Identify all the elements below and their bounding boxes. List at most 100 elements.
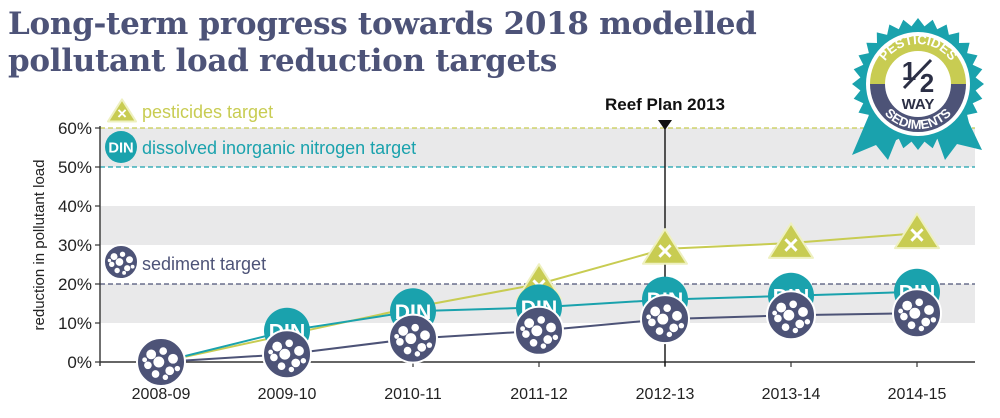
sediment-grain	[930, 317, 937, 323]
x-tick-label: 2012-13	[636, 386, 695, 403]
background-bands	[100, 128, 975, 323]
sediment-grain	[124, 265, 131, 272]
y-tick-label: 40%	[58, 197, 92, 216]
sediment-grain	[657, 313, 669, 325]
annotation-label: Reef Plan 2013	[605, 95, 725, 114]
pesticides-marker	[642, 228, 688, 265]
x-tick-label: 2010-11	[384, 386, 442, 403]
legend-label-sediment: sediment target	[142, 254, 266, 274]
sediment-grain	[781, 323, 790, 332]
sediment-grain	[403, 346, 412, 355]
sediment-grain	[417, 342, 427, 352]
pesticides-marker-label: ×	[783, 230, 798, 260]
din-marker	[105, 131, 137, 163]
x-tick-label: 2009-10	[258, 386, 317, 403]
sediment-grain	[915, 298, 923, 307]
sediment-grain	[522, 330, 530, 338]
sediment-grain	[394, 334, 400, 339]
pesticides-marker-label: ×	[909, 220, 924, 250]
sediment-grain	[774, 314, 782, 323]
sediment-grain	[151, 370, 160, 378]
sediment-grain	[110, 253, 118, 261]
sediment-grain	[531, 325, 543, 337]
sediment-grain	[420, 330, 430, 341]
sediment-grain	[168, 353, 178, 364]
legend-label-din: dissolved inorganic nitrogen target	[142, 138, 416, 158]
sediment-grain	[543, 335, 553, 344]
annotation-arrow	[658, 120, 672, 130]
sediment-grain	[907, 321, 916, 330]
band	[100, 128, 975, 167]
sediment-grain	[288, 366, 295, 373]
axes: 0% 10% 20% 30% 40% 50% 60% reduction in polluta…	[31, 119, 975, 403]
sediment-grain	[776, 302, 787, 313]
sediment-grain	[294, 346, 304, 356]
sediment-grain	[792, 327, 799, 334]
pesticides-marker-label: ×	[657, 236, 672, 266]
sediment-grain	[109, 261, 115, 268]
sediment-grain	[918, 325, 925, 332]
pesticides-marker-label: ×	[117, 104, 127, 123]
sediment-grain	[537, 316, 545, 324]
sediment-grain	[144, 361, 152, 370]
x-tick-label: 2011-12	[510, 386, 568, 403]
sediment-grain	[174, 365, 181, 372]
band	[100, 206, 975, 245]
sediment-grain	[666, 331, 673, 338]
y-tick-label: 0%	[67, 353, 92, 372]
sediment-grain	[411, 323, 419, 332]
legend: × pesticides target DIN dissolved inorganic…	[103, 98, 416, 280]
sediment-grain	[678, 322, 685, 329]
sediment-grain	[272, 341, 283, 352]
sediment-grain	[165, 366, 175, 376]
x-tick-label: 2014-15	[888, 386, 947, 403]
sediment-grain	[115, 258, 124, 266]
sediment-grain	[414, 351, 421, 357]
sediment-grain	[898, 308, 904, 314]
sediment-grain	[524, 318, 535, 329]
y-tick-label: 20%	[58, 275, 92, 294]
chart-title-line-1: Long-term progress towards 2018 modelled	[8, 6, 757, 42]
x-tick-label: 2013-14	[762, 386, 821, 403]
sediment-grain	[146, 349, 157, 360]
badge-center	[885, 51, 951, 117]
sediment-grain	[277, 362, 286, 371]
sediment-grain	[783, 309, 795, 321]
pesticides-marker	[768, 222, 814, 259]
sediment-grain	[153, 356, 165, 368]
chart-title-line-2: pollutant load reduction targets	[8, 43, 558, 79]
sediment-grain	[520, 326, 526, 332]
sediment-grain	[924, 305, 934, 315]
sediment-grain	[546, 322, 556, 333]
sediment-grain	[529, 338, 538, 347]
sediment-grain	[300, 358, 307, 364]
y-tick-label: 60%	[58, 119, 92, 138]
sediment-grain	[114, 267, 120, 274]
sediment-grain	[798, 307, 808, 317]
series-markers: ×××××DINDINDINDINDINDIN	[136, 212, 942, 387]
sediment-grain	[396, 338, 404, 346]
sediment-grain	[789, 300, 797, 309]
sediment-grain	[285, 339, 293, 348]
sediment-grain	[669, 323, 679, 333]
sediment-grain	[663, 304, 671, 313]
sediment-grain	[122, 270, 127, 275]
sediment-grain	[130, 264, 135, 269]
pesticides-marker	[107, 98, 137, 123]
sediment-grain	[900, 312, 908, 321]
sediment-grain	[540, 343, 547, 349]
sediment-grain	[552, 334, 559, 341]
chart-title: Long-term progress towards 2018 modelled…	[8, 6, 757, 80]
sediment-grain	[646, 314, 652, 320]
sediment-grain	[270, 353, 278, 362]
sediment-grain	[921, 317, 931, 327]
sediment-grain	[909, 307, 921, 319]
sediment-grain	[119, 251, 126, 257]
sediment-grain	[279, 348, 291, 360]
badge-way-text: WAY	[902, 96, 935, 113]
x-tick-label: 2008-09	[132, 386, 191, 403]
sediment-grain	[772, 310, 778, 316]
sediment-grain	[159, 347, 168, 355]
sediment-grain	[291, 358, 301, 368]
